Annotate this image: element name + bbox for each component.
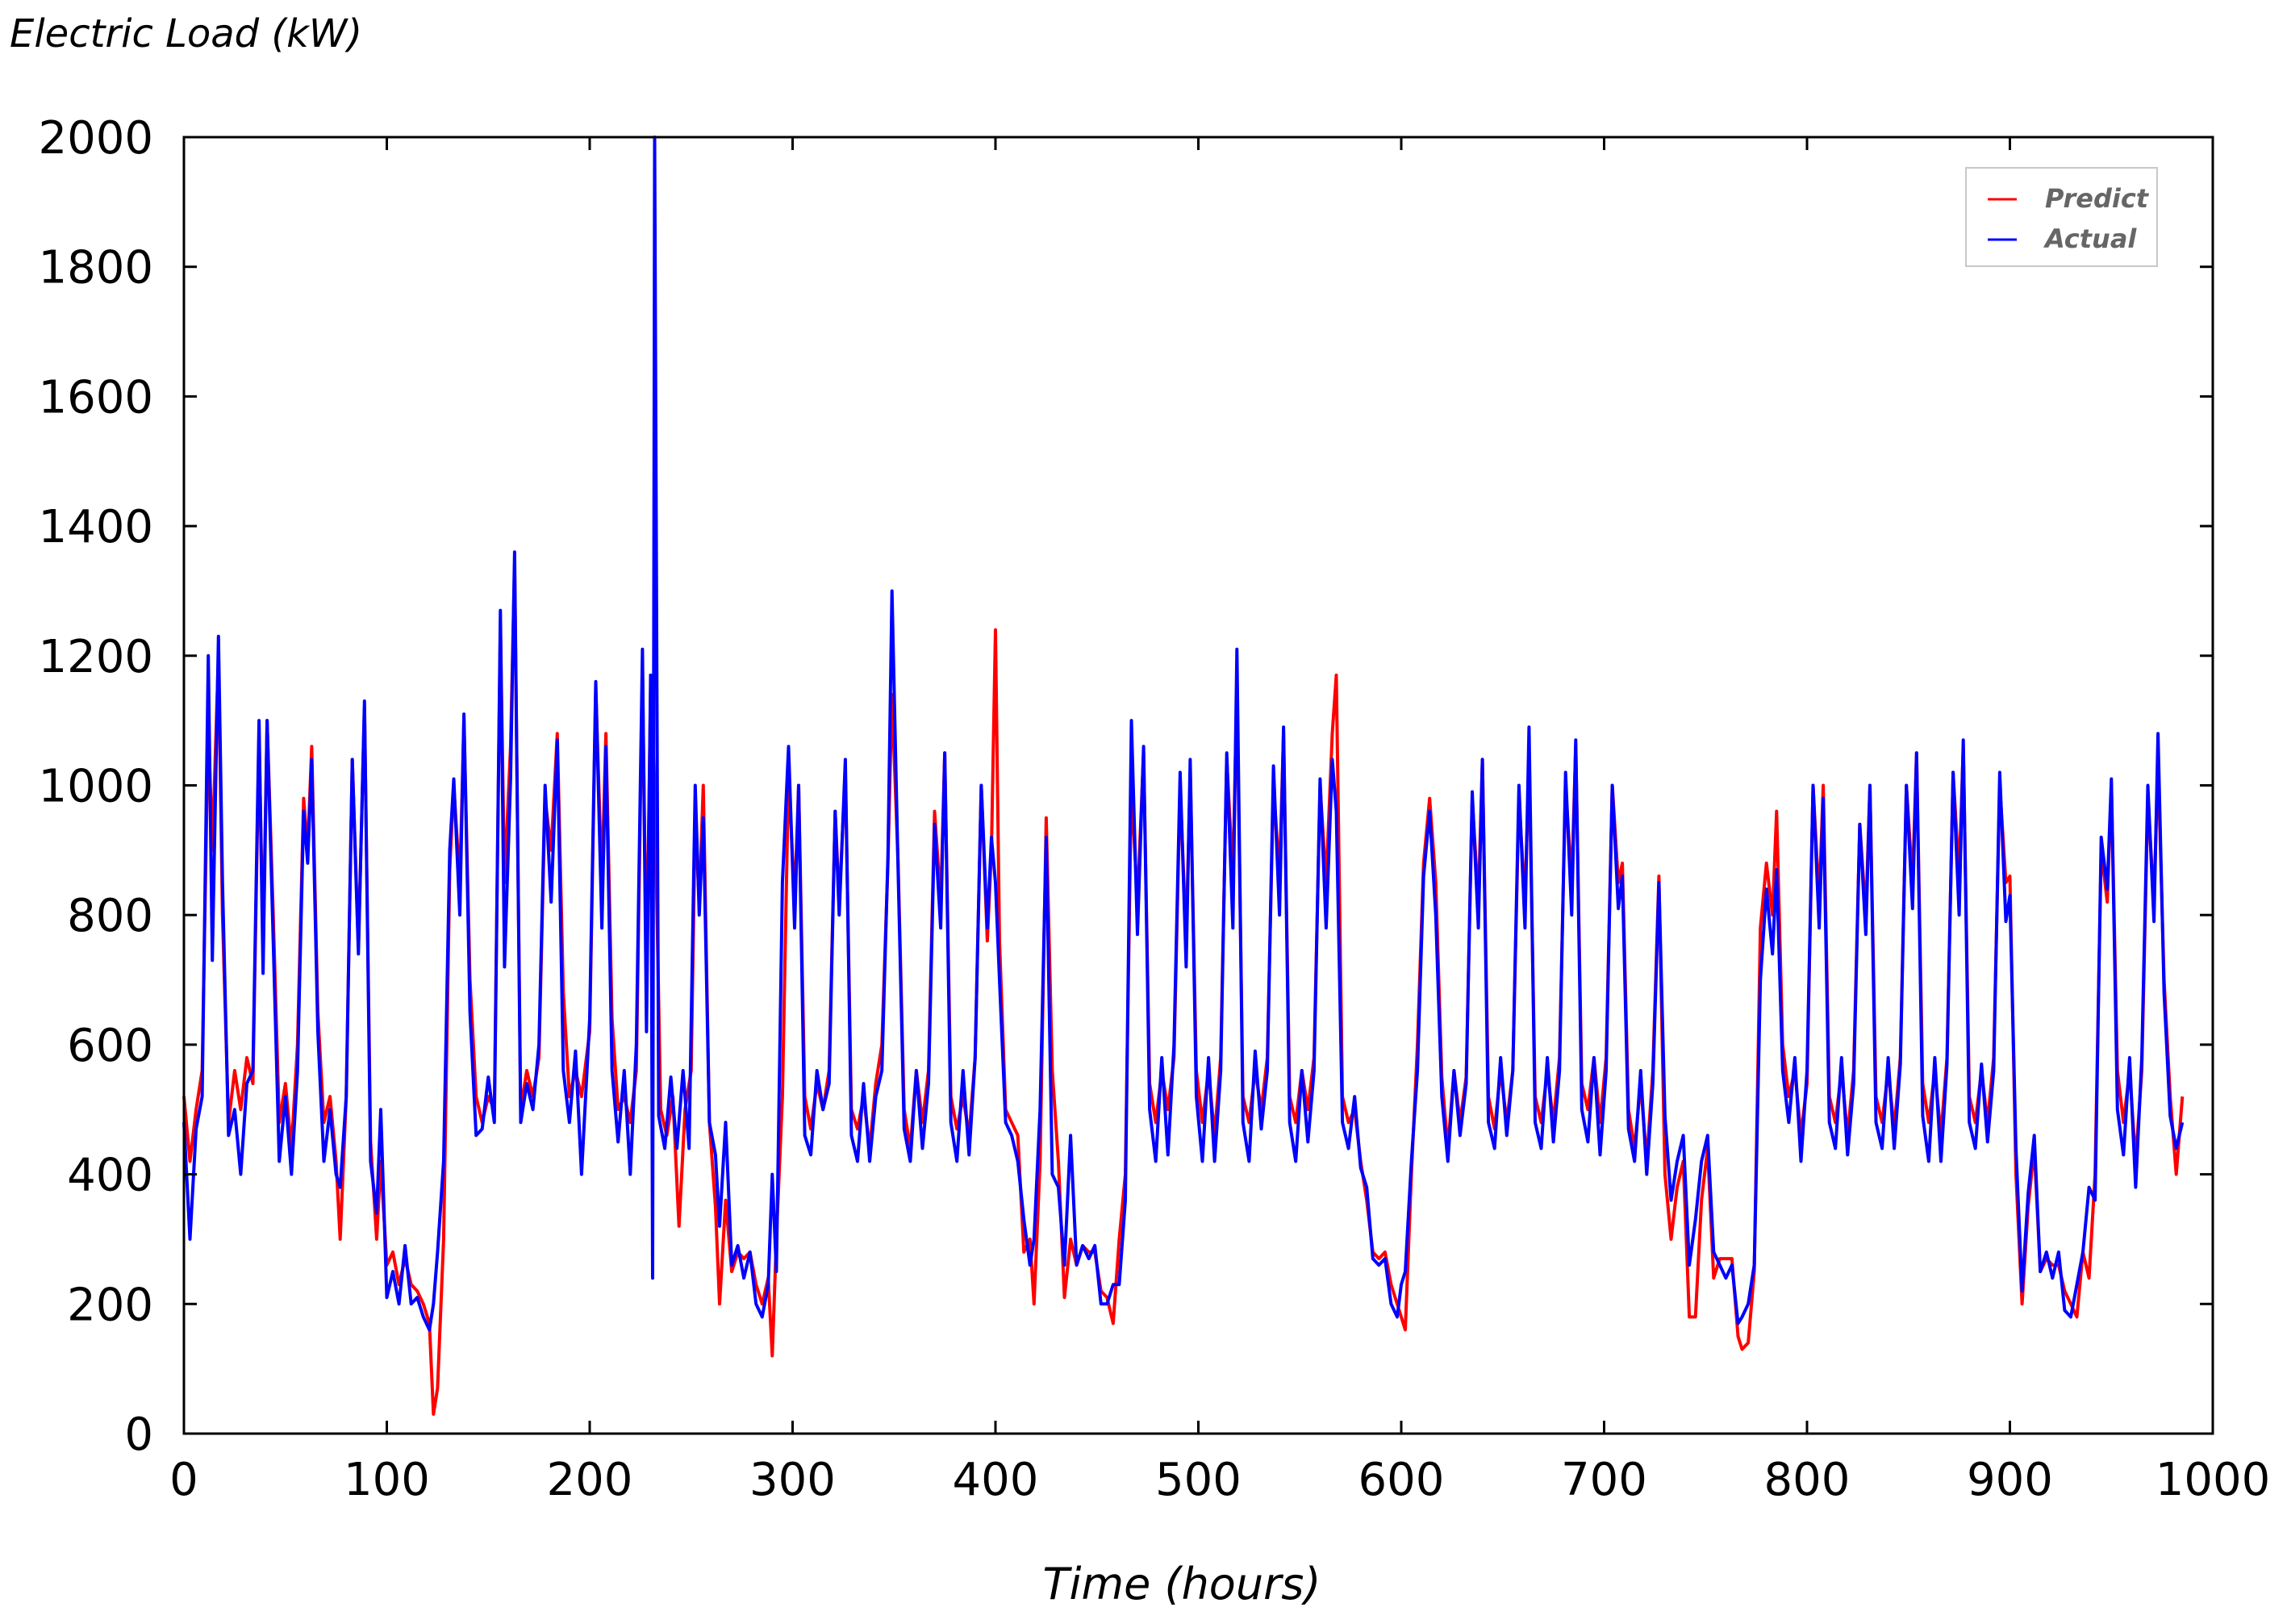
x-tick-label: 100 — [344, 1454, 430, 1506]
y-tick-label: 1000 — [38, 761, 153, 813]
x-tick-label: 600 — [1358, 1454, 1445, 1506]
y-tick-label: 1200 — [38, 631, 153, 683]
x-tick-label: 300 — [749, 1454, 836, 1506]
x-tick-label: 900 — [1967, 1454, 2053, 1506]
x-tick-label: 800 — [1764, 1454, 1851, 1506]
plot-area-frame — [182, 136, 2214, 1435]
x-tick-label: 500 — [1155, 1454, 1242, 1506]
legend-box — [1965, 167, 2158, 267]
y-tick-label: 0 — [124, 1409, 153, 1461]
x-tick-label: 400 — [953, 1454, 1039, 1506]
legend: Predict Actual — [1965, 167, 2158, 267]
y-tick-label: 1400 — [38, 501, 153, 553]
x-axis-label: Time (hours) — [1043, 1559, 1321, 1609]
y-tick-label: 1600 — [38, 371, 153, 424]
x-tick-label: 200 — [547, 1454, 633, 1506]
y-tick-label: 800 — [67, 890, 153, 942]
y-tick-label: 2000 — [38, 112, 153, 165]
y-axis-label: Electric Load (kW) — [10, 11, 362, 56]
x-tick-label: 700 — [1561, 1454, 1647, 1506]
y-tick-label: 1800 — [38, 242, 153, 294]
x-tick-label: 0 — [169, 1454, 198, 1506]
y-tick-label: 400 — [67, 1150, 153, 1202]
y-tick-label: 200 — [67, 1279, 153, 1331]
y-tick-label: 600 — [67, 1020, 153, 1072]
legend-label-actual: Actual — [2043, 223, 2137, 254]
legend-label-predict: Predict — [2045, 183, 2150, 214]
x-tick-label: 1000 — [2156, 1454, 2271, 1506]
series-line-actual — [182, 136, 2185, 1332]
series-layer — [182, 136, 2185, 1416]
ticks-layer: 0 100 200 300 400 500 600 700 800 900 1000 0 200 400 6… — [38, 112, 2270, 1506]
